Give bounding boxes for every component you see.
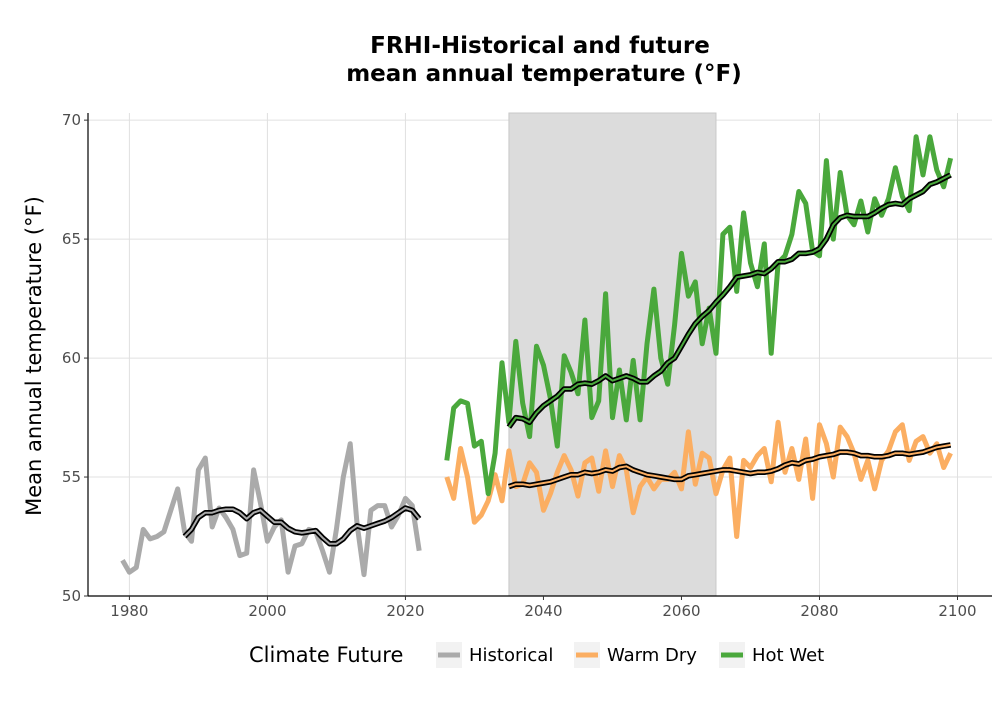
x-tick-label: 2060 — [662, 602, 700, 620]
y-tick-label: 55 — [62, 468, 81, 486]
legend-title: Climate Future — [249, 643, 403, 667]
trend-line-warm-dry — [508, 443, 951, 488]
chart-title-line1: FRHI-Historical and future — [370, 33, 710, 59]
legend: Climate Future Historical Warm Dry Hot Wet — [249, 642, 824, 668]
y-tick-label: 60 — [62, 349, 81, 367]
x-tick-label: 2040 — [524, 602, 562, 620]
trend-line-hot-wet — [508, 174, 952, 428]
y-tick-label: 50 — [62, 587, 81, 605]
series-line-warm-dry — [444, 419, 953, 539]
x-tick-label: 2100 — [938, 602, 976, 620]
legend-label-warm-dry: Warm Dry — [607, 645, 697, 666]
trend-line-historical — [183, 507, 420, 545]
y-tick-label: 70 — [62, 111, 81, 129]
x-tick-label: 2000 — [248, 602, 286, 620]
series-line-historical — [120, 441, 422, 578]
y-axis-title: Mean annual temperature (°F) — [22, 196, 46, 516]
legend-label-hot-wet: Hot Wet — [752, 645, 824, 666]
x-tick-label: 1980 — [110, 602, 148, 620]
plot-area: 1980 2000 2020 2040 2060 2080 2100 50 55 60 65 70 — [62, 111, 992, 620]
shaded-period — [508, 112, 717, 597]
x-tick-label: 2080 — [800, 602, 838, 620]
chart-title-line2: mean annual temperature (°F) — [346, 61, 742, 87]
y-tick-label: 65 — [62, 230, 81, 248]
legend-label-historical: Historical — [469, 645, 553, 666]
x-tick-label: 2020 — [386, 602, 424, 620]
